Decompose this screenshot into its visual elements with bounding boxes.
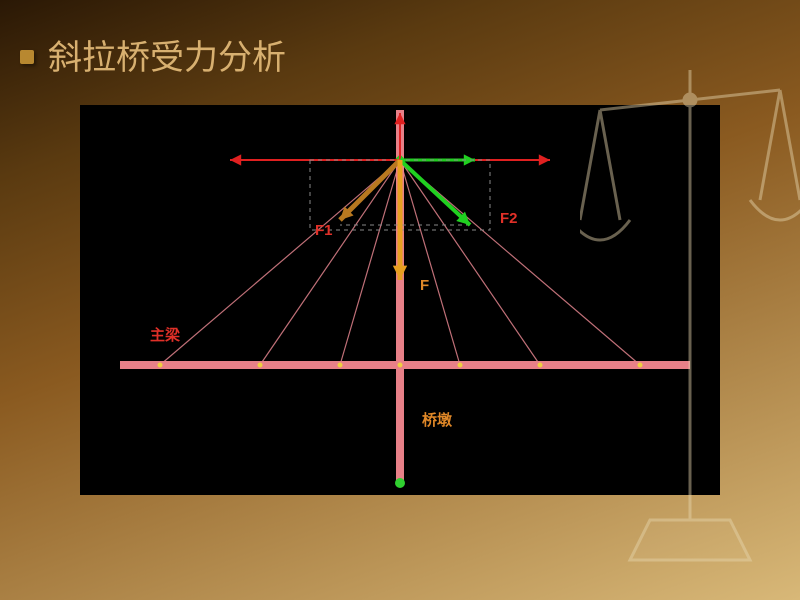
label-beam: 主梁	[150, 326, 181, 344]
label-pier: 桥墩	[422, 411, 453, 429]
label-f2: F2	[500, 210, 518, 227]
slide: 斜拉桥受力分析 F1 F2 F 主梁桥墩	[0, 0, 800, 600]
force-diagram: F1 F2 F 主梁桥墩	[80, 105, 720, 495]
title-bullet	[20, 50, 34, 64]
diagram-svg: F1 F2 F 主梁桥墩	[80, 105, 720, 495]
label-f1: F1	[315, 222, 333, 239]
label-f: F	[420, 277, 429, 294]
slide-title: 斜拉桥受力分析	[48, 30, 286, 79]
